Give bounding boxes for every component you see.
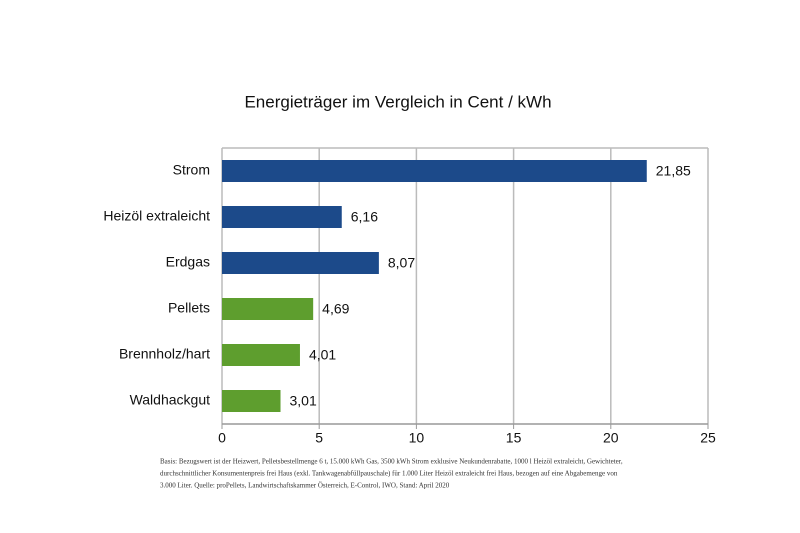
y-tick-label: Heizöl extraleicht	[103, 208, 210, 224]
x-tick-label: 10	[409, 430, 425, 446]
bar	[222, 206, 342, 228]
bar	[222, 298, 314, 320]
x-tick-label: 20	[603, 430, 619, 446]
value-label: 6,16	[351, 209, 378, 225]
x-tick-label: 25	[700, 430, 716, 446]
y-tick-label: Waldhackgut	[130, 392, 211, 408]
x-tick-label: 5	[315, 430, 323, 446]
x-tick-label: 0	[218, 430, 226, 446]
y-tick-label: Pellets	[168, 300, 210, 316]
value-label: 3,01	[290, 393, 317, 409]
chart-title: Energieträger im Vergleich in Cent / kWh	[244, 92, 551, 111]
footnote: 3.000 Liter. Quelle: proPellets, Landwir…	[160, 482, 450, 490]
value-label: 8,07	[388, 255, 415, 271]
bar	[222, 390, 281, 412]
x-tick-label: 15	[506, 430, 522, 446]
bar	[222, 344, 300, 366]
footnote: durchschnittlicher Konsumentenpreis frei…	[160, 470, 618, 478]
y-tick-label: Brennholz/hart	[119, 346, 210, 362]
y-tick-label: Strom	[173, 162, 210, 178]
y-tick-label: Erdgas	[166, 254, 210, 270]
value-label: 21,85	[656, 163, 691, 179]
value-label: 4,01	[309, 347, 336, 363]
footnote: Basis: Bezugswert ist der Heizwert, Pell…	[160, 458, 623, 466]
value-label: 4,69	[322, 301, 349, 317]
bar	[222, 160, 647, 182]
bar	[222, 252, 379, 274]
